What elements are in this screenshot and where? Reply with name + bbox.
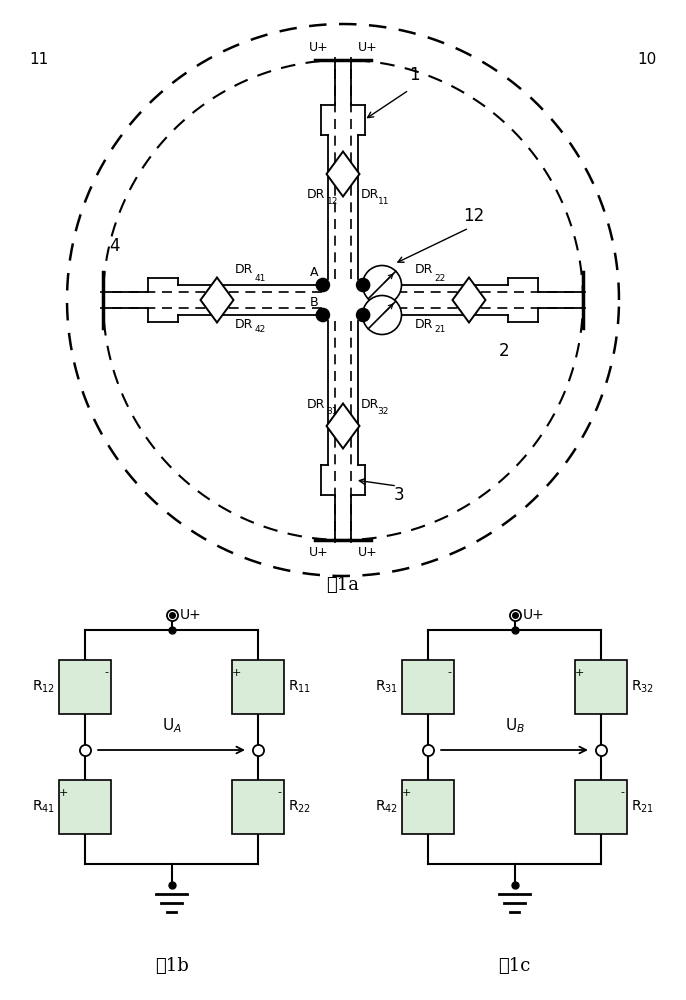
Text: U$_B$: U$_B$ <box>504 716 525 735</box>
Text: R$_{22}$: R$_{22}$ <box>288 799 311 815</box>
Circle shape <box>357 308 370 322</box>
Polygon shape <box>453 277 486 322</box>
Text: -: - <box>105 668 108 678</box>
Polygon shape <box>327 151 359 196</box>
Bar <box>575 780 627 834</box>
Text: DR: DR <box>235 263 253 276</box>
Text: +: + <box>232 668 241 678</box>
Text: R$_{12}$: R$_{12}$ <box>32 679 55 695</box>
Text: R$_{42}$: R$_{42}$ <box>375 799 398 815</box>
Text: U+: U+ <box>309 546 329 559</box>
Text: R$_{11}$: R$_{11}$ <box>288 679 311 695</box>
Text: R$_{21}$: R$_{21}$ <box>631 799 654 815</box>
Text: U$_A$: U$_A$ <box>162 716 181 735</box>
Text: -: - <box>278 788 281 798</box>
Circle shape <box>357 278 370 292</box>
Text: R$_{31}$: R$_{31}$ <box>375 679 398 695</box>
Bar <box>232 780 284 834</box>
Bar <box>232 660 284 714</box>
Text: 1: 1 <box>409 66 420 84</box>
Text: DR: DR <box>414 318 433 331</box>
Bar <box>59 660 111 714</box>
Text: 21: 21 <box>434 325 446 334</box>
Text: -: - <box>621 788 624 798</box>
Text: DR: DR <box>361 398 379 412</box>
Text: 图1c: 图1c <box>498 957 531 975</box>
Text: B: B <box>310 296 318 309</box>
Text: U+: U+ <box>357 41 377 54</box>
Polygon shape <box>327 403 359 448</box>
Circle shape <box>362 265 401 304</box>
Text: 12: 12 <box>327 197 338 206</box>
Bar <box>402 660 454 714</box>
Text: DR: DR <box>414 263 433 276</box>
Bar <box>575 660 627 714</box>
Text: DR: DR <box>307 188 325 202</box>
Text: U+: U+ <box>357 546 377 559</box>
Text: 10: 10 <box>637 52 657 68</box>
Polygon shape <box>200 277 233 322</box>
Text: 图1a: 图1a <box>327 576 359 594</box>
Text: R$_{41}$: R$_{41}$ <box>32 799 55 815</box>
Bar <box>402 780 454 834</box>
Circle shape <box>316 308 329 322</box>
Text: 2: 2 <box>499 342 510 360</box>
Text: -: - <box>448 668 451 678</box>
Text: U+: U+ <box>309 41 329 54</box>
Text: R$_{32}$: R$_{32}$ <box>631 679 654 695</box>
Text: 31: 31 <box>327 407 338 416</box>
Text: 12: 12 <box>463 207 484 225</box>
Text: 41: 41 <box>255 274 266 283</box>
Text: 42: 42 <box>255 325 265 334</box>
Text: 11: 11 <box>29 52 49 68</box>
Text: +: + <box>59 788 68 798</box>
Text: DR: DR <box>307 398 325 412</box>
Text: +: + <box>575 668 584 678</box>
Text: U+: U+ <box>523 608 545 622</box>
Text: 11: 11 <box>377 197 389 206</box>
Text: A: A <box>310 266 318 279</box>
Text: DR: DR <box>361 188 379 202</box>
Text: DR: DR <box>235 318 253 331</box>
Bar <box>59 780 111 834</box>
Text: 图1b: 图1b <box>154 957 189 975</box>
Text: 4: 4 <box>109 237 119 255</box>
Text: 22: 22 <box>434 274 446 283</box>
Circle shape <box>362 296 401 334</box>
Circle shape <box>316 278 329 292</box>
Text: +: + <box>402 788 411 798</box>
Text: 3: 3 <box>394 486 405 504</box>
Text: 32: 32 <box>377 407 389 416</box>
Text: U+: U+ <box>180 608 202 622</box>
